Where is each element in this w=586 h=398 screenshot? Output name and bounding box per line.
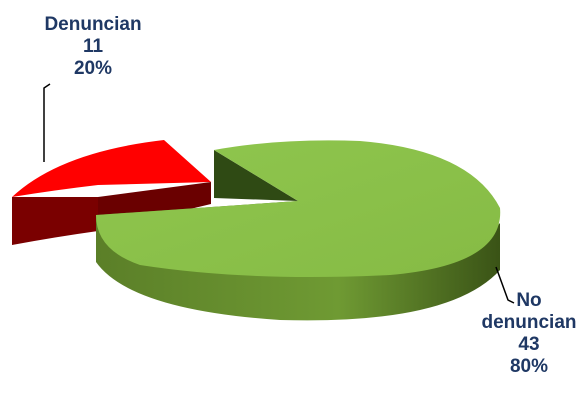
label-no-denuncian-name-2: denuncian <box>481 312 577 333</box>
leader-line-no-denuncian <box>495 266 515 304</box>
label-no-denuncian-percent: 80% <box>509 356 549 377</box>
slice-no-denuncian-top <box>96 140 501 278</box>
label-no-denuncian-name-1: No <box>516 290 542 311</box>
slice-denuncian-side <box>12 197 98 245</box>
label-denuncian-value: 11 <box>82 36 104 57</box>
label-denuncian-percent: 20% <box>73 58 113 79</box>
leader-line-denuncian <box>43 83 51 162</box>
label-denuncian: Denuncian 11 20% <box>20 14 166 80</box>
label-no-denuncian: No denuncian 43 80% <box>474 290 584 378</box>
slice-no-denuncian-side <box>96 215 500 321</box>
label-denuncian-name: Denuncian <box>44 14 142 35</box>
slice-denuncian-top <box>12 140 211 197</box>
label-no-denuncian-value: 43 <box>518 334 540 355</box>
